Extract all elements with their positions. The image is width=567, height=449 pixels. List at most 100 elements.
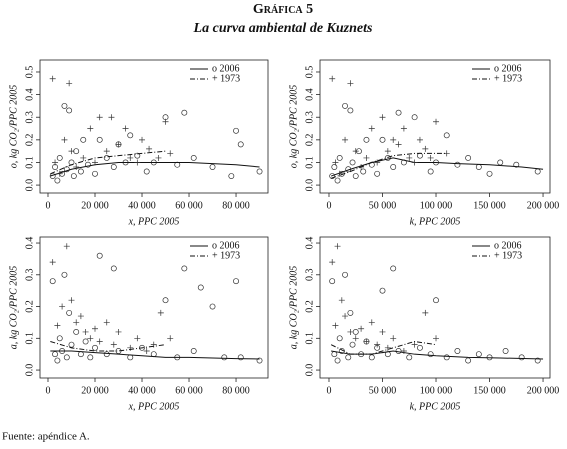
point-circle [237,354,244,361]
y-tick-label: 0.1 [304,332,315,345]
point-cross [368,319,375,326]
point-cross [92,325,99,332]
legend-label: + 1973 [494,250,522,261]
point-cross [433,335,440,342]
fit-line [331,350,544,360]
point-circle [181,265,188,272]
point-cross [422,145,429,152]
point-circle [103,154,110,161]
y-tick-label: 0.4 [304,88,315,101]
point-cross [329,75,336,82]
point-cross [127,154,134,161]
point-circle [197,284,204,291]
point-circle [181,109,188,116]
point-cross [61,136,68,143]
point-cross [80,154,87,161]
point-cross [411,159,418,166]
x-tick-label: 150 000 [473,385,506,396]
point-cross [155,154,162,161]
point-circle [237,141,244,148]
point-circle [465,154,472,161]
fit-line [50,350,260,360]
point-cross [422,309,429,316]
legend-label: o 2006 [494,240,522,251]
point-circle [475,164,482,170]
point-cross [338,297,345,304]
point-circle [66,107,73,114]
y-tick-label: 0.2 [304,134,315,147]
point-circle [497,159,504,166]
point-cross [77,313,84,320]
point-cross [73,163,80,170]
point-circle [49,278,56,285]
legend-label: + 1973 [212,250,240,261]
point-circle [63,354,70,361]
point-cross [390,136,397,143]
point-cross [56,170,63,177]
point-cross [49,75,56,82]
point-circle [96,252,103,259]
point-circle [96,136,103,143]
point-cross [103,148,110,155]
point-circle [80,136,87,143]
point-circle [395,348,402,354]
point-circle [331,351,338,358]
x-tick-label: 20 000 [81,385,109,396]
point-circle [221,354,228,361]
x-axis-label: k, PPC 2005 [410,401,461,412]
plot-frame [39,59,269,194]
point-circle [352,329,359,335]
y-tick-label: 0.4 [24,88,35,101]
point-cross [96,114,103,121]
y-tick-label: 0.4 [24,237,35,250]
point-cross [49,259,56,266]
point-cross [115,141,122,148]
x-tick-label: 150 000 [473,200,506,211]
point-cross [384,148,391,155]
point-cross [59,303,66,310]
point-circle [256,168,263,175]
point-circle [127,132,134,139]
point-circle [417,344,423,351]
point-cross [358,325,365,332]
point-cross [108,114,115,121]
y-tick-label: 0.2 [24,300,35,313]
point-cross [167,335,174,342]
point-cross [433,118,440,125]
legend-label: + 1973 [494,73,522,84]
point-cross [379,328,386,335]
point-circle [61,102,68,109]
point-circle [52,351,58,358]
point-cross [82,328,89,335]
point-circle [77,351,84,358]
x-tick-label: 60 000 [175,385,203,396]
point-cross [400,125,407,132]
point-cross [122,125,129,132]
plot-frame [39,236,269,379]
point-circle [347,309,354,316]
point-circle [347,107,354,114]
point-circle [110,265,117,272]
y-tick-label: 0.2 [304,300,315,313]
point-cross [368,125,375,132]
y-tick-label: 0.3 [304,269,315,282]
point-cross [379,114,386,121]
y-tick-label: 0.3 [24,269,35,282]
y-axis-label: o, kg CO₂/PPC 2005 [8,85,19,168]
point-cross [157,309,164,316]
point-circle [228,173,235,179]
point-circle [502,348,509,354]
point-circle [379,136,386,143]
point-circle [336,154,343,161]
y-tick-label: 0.5 [24,66,35,79]
x-tick-label: 50 000 [369,385,397,396]
point-circle [368,354,375,361]
x-tick-label: 60 000 [175,200,203,211]
point-circle [70,173,77,179]
point-circle [379,287,386,294]
point-circle [454,161,461,168]
point-circle [486,170,493,177]
x-tick-label: 0 [326,200,331,211]
point-circle [54,177,61,184]
point-circle [443,132,450,139]
